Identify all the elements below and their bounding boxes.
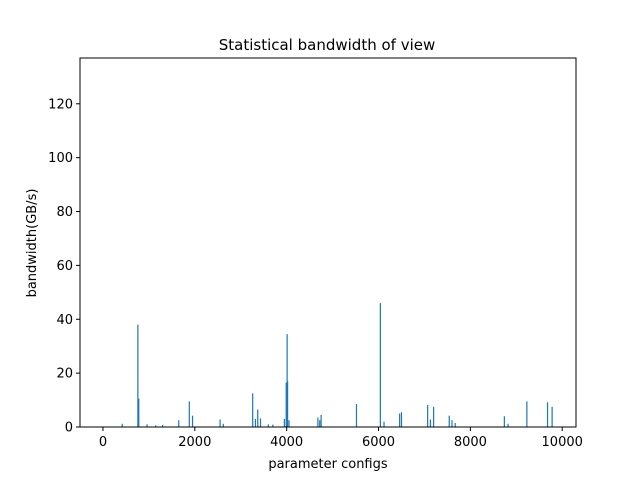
bar	[429, 419, 432, 427]
bar	[399, 413, 401, 427]
bar	[219, 419, 221, 427]
bar	[162, 424, 164, 427]
bar	[272, 424, 274, 427]
bar	[267, 424, 269, 427]
y-tick-label: 80	[56, 205, 73, 220]
bar	[427, 404, 429, 427]
y-tick-label: 120	[48, 97, 73, 112]
x-axis: 0 2000 4000 6000 8000 10000	[99, 427, 583, 450]
x-tick-label: 8000	[454, 435, 487, 450]
x-tick-label: 0	[99, 435, 107, 450]
x-tick-label: 4000	[270, 435, 303, 450]
bar	[257, 409, 259, 427]
bar	[433, 406, 435, 427]
x-tick-label: 10000	[542, 435, 583, 450]
y-tick-label: 20	[56, 367, 73, 382]
bar	[317, 417, 319, 427]
bar	[155, 425, 157, 427]
y-tick-label: 60	[56, 259, 73, 274]
bar	[551, 406, 553, 427]
bar	[507, 423, 509, 427]
y-axis: 0 20 40 60 80 100 120	[48, 97, 80, 436]
bar	[283, 418, 285, 427]
chart-title: Statistical bandwidth of view	[219, 36, 436, 54]
bar	[383, 421, 385, 427]
bar	[146, 424, 148, 427]
bar	[188, 401, 190, 427]
x-tick-label: 6000	[362, 435, 395, 450]
bar	[503, 416, 505, 427]
bar	[379, 303, 381, 427]
bar	[137, 324, 139, 427]
bar	[191, 415, 194, 427]
bar	[526, 401, 528, 427]
bar	[121, 423, 123, 427]
bar	[178, 420, 180, 427]
bar	[259, 418, 262, 427]
y-tick-label: 40	[56, 313, 73, 328]
y-axis-label: bandwidth(GB/s)	[25, 189, 40, 298]
bar	[454, 422, 456, 427]
bar	[285, 382, 287, 427]
y-tick-label: 0	[65, 421, 73, 436]
plot-frame	[79, 57, 577, 428]
bar	[288, 420, 290, 427]
bar	[286, 334, 288, 427]
x-axis-label: parameter configs	[268, 457, 388, 472]
bar	[320, 414, 322, 427]
bar	[138, 398, 140, 427]
x-tick-label: 2000	[178, 435, 211, 450]
bar	[254, 418, 257, 427]
bar	[355, 404, 358, 427]
bar	[546, 402, 549, 427]
bar	[448, 415, 450, 427]
bar	[222, 423, 224, 427]
bar	[400, 412, 403, 427]
y-tick-label: 100	[48, 151, 73, 166]
bar	[319, 420, 321, 427]
bars-group	[121, 303, 553, 427]
bar	[252, 393, 254, 427]
bar	[286, 381, 289, 427]
bar	[451, 420, 453, 427]
